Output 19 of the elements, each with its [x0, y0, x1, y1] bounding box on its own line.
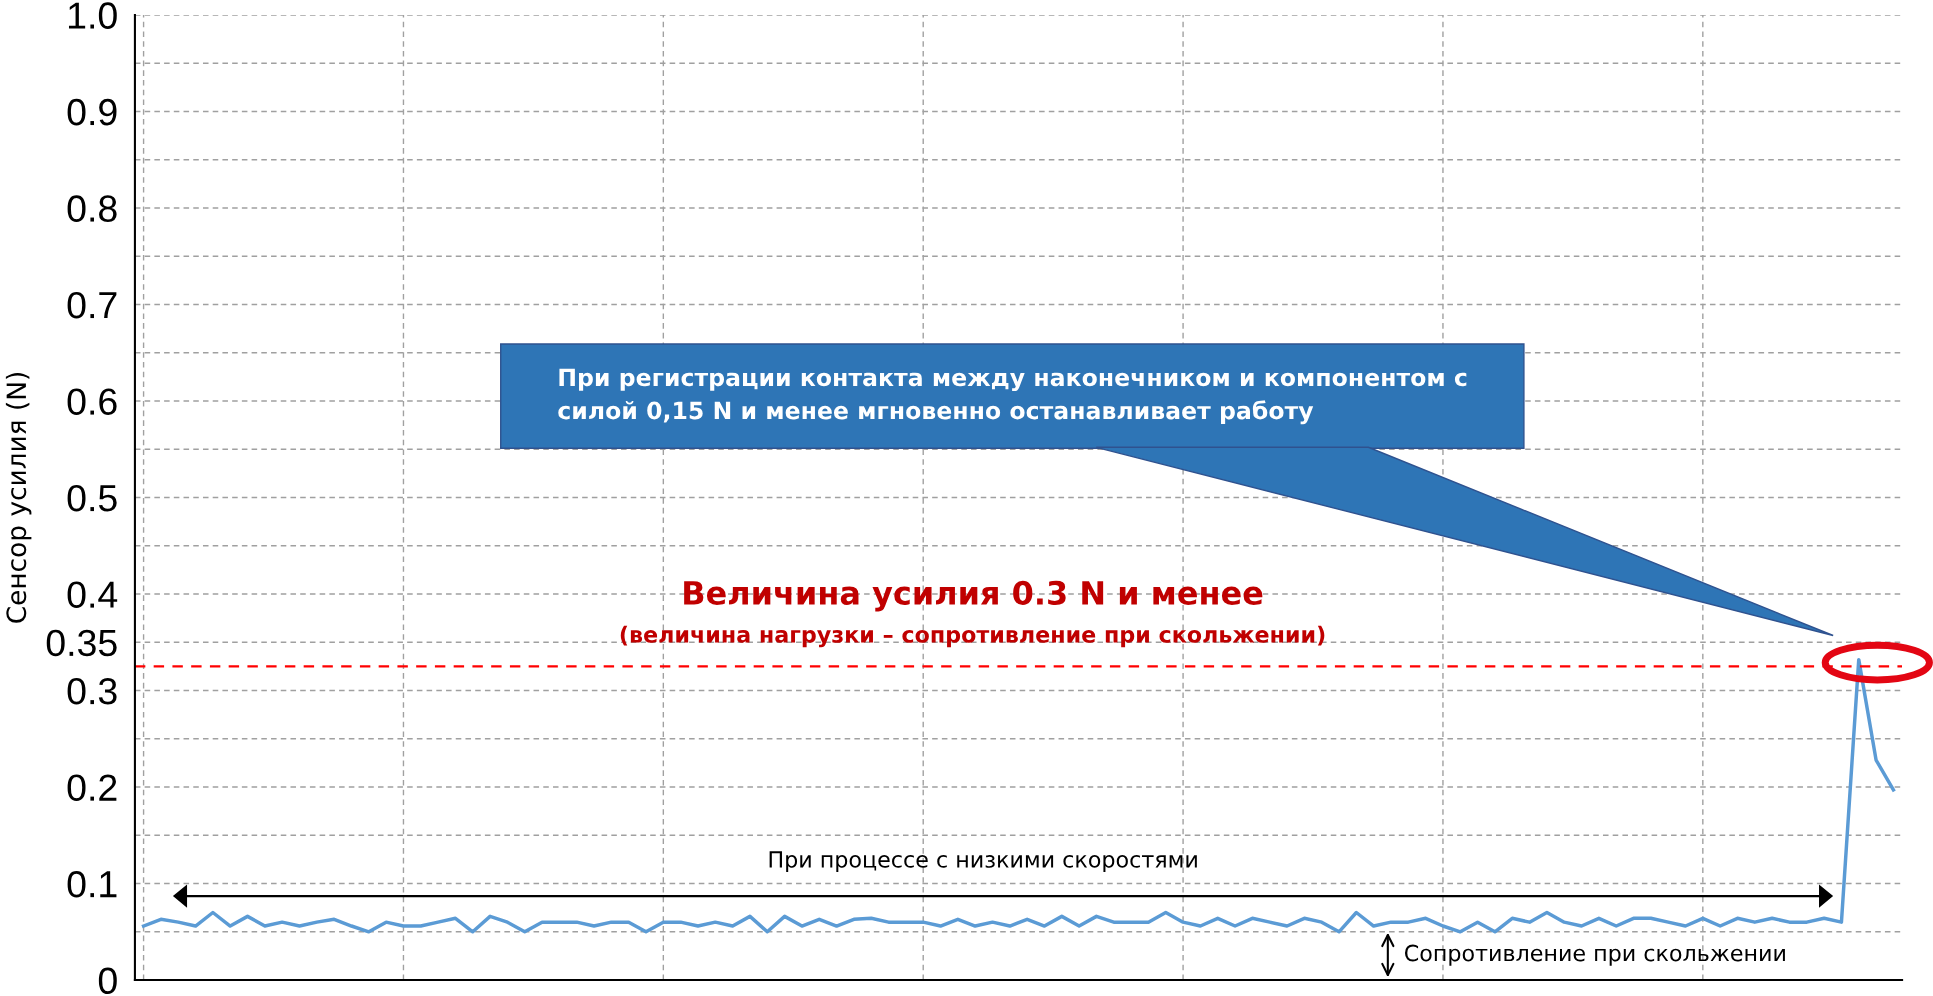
annotation: (величина нагрузки – сопротивление при скольжении)	[620, 625, 1325, 648]
y-tick-label: 0	[98, 967, 117, 995]
y-tick-label: 0.9	[67, 98, 117, 126]
y-tick-label: 0.1	[67, 870, 117, 898]
y-axis-title: Сенсор усилия (N)	[5, 372, 32, 623]
y-tick-label: 1.0	[68, 2, 117, 29]
annotation: При процессе с низкими скоростями	[769, 851, 1197, 873]
y-tick-label: 0.8	[67, 195, 117, 222]
y-tick-label: 0.6	[67, 388, 117, 415]
y-tick-label: 0.4	[67, 581, 118, 608]
y-tick-label: 0.5	[67, 484, 117, 512]
y-tick-label: 0.3	[67, 677, 117, 705]
y-tick-label: 0.35	[46, 629, 117, 657]
annotation: Величина усилия 0.3 N и менее	[684, 580, 1263, 612]
y-tick-label: 0.7	[67, 291, 117, 319]
y-tick-label: 0.2	[67, 774, 117, 801]
annotation: Сопротивление при скольжении	[1404, 944, 1785, 966]
annotation: При регистрации контакта между наконечником и компонентом с силой 0,15 N и менее мгновенно останавливает работу	[558, 368, 1467, 425]
line-series	[141, 657, 1896, 934]
